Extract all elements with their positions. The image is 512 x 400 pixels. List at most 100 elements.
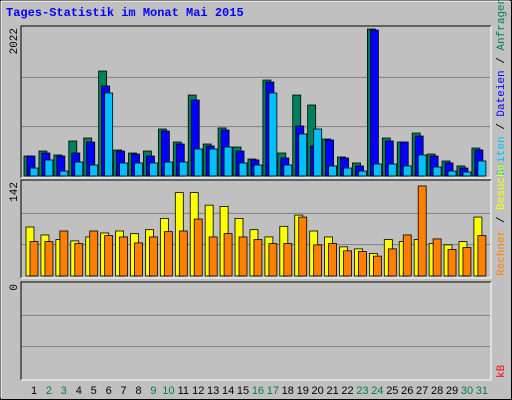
bar (298, 216, 308, 277)
bar (387, 248, 397, 277)
x-tick-label: 24 (371, 385, 383, 397)
bar (447, 249, 457, 277)
bar (89, 230, 99, 277)
x-tick-label: 10 (162, 385, 174, 397)
x-tick-label: 25 (386, 385, 398, 397)
x-tick-label: 23 (356, 385, 368, 397)
bar (238, 236, 248, 277)
bar (104, 92, 114, 177)
bar (163, 161, 173, 177)
x-tick-label: 22 (341, 385, 353, 397)
bar (119, 162, 128, 177)
bar (119, 236, 128, 277)
bar (417, 185, 427, 277)
bar (208, 148, 218, 177)
bar (372, 255, 382, 277)
bar (163, 231, 173, 277)
x-tick-label: 4 (76, 385, 82, 397)
legend-entry: Anfragen (496, 0, 508, 51)
bar (417, 154, 427, 177)
panel-bevel (21, 180, 492, 279)
x-tick-label: 8 (135, 385, 141, 397)
bar (134, 242, 143, 277)
bar (238, 162, 248, 177)
x-tick-label: 11 (178, 385, 189, 397)
bar (387, 163, 397, 177)
x-tick-label: 21 (326, 385, 338, 397)
bar (477, 235, 487, 277)
x-tick-label: 13 (207, 385, 219, 397)
bar (193, 218, 203, 277)
bar (89, 164, 99, 177)
bar (358, 251, 367, 277)
bar (372, 163, 382, 177)
legend-entry: Seiten (496, 136, 508, 176)
bar (402, 234, 412, 277)
bar (358, 170, 367, 177)
bar (283, 164, 293, 177)
x-tick-label: 3 (61, 385, 67, 397)
bar (447, 170, 457, 177)
x-tick-label: 19 (297, 385, 309, 397)
x-tick-label: 27 (416, 385, 428, 397)
bar (462, 247, 472, 277)
x-tick-label: 2 (46, 385, 52, 397)
x-tick-label: 26 (401, 385, 413, 397)
bar (343, 167, 352, 177)
chart-title: Tages-Statistik im Monat Mai 2015 (6, 6, 244, 20)
legend-separator: / (496, 51, 508, 71)
panel-bevel (20, 281, 491, 380)
bar (369, 29, 379, 177)
bar (149, 162, 158, 177)
bar (178, 230, 188, 277)
x-tick-label: 1 (31, 385, 37, 397)
x-tick-label: 17 (267, 385, 279, 397)
bar (462, 171, 472, 177)
bar (313, 128, 323, 177)
bar (178, 161, 188, 177)
bar (313, 244, 323, 277)
legend: Rechner / Besuche (496, 164, 508, 276)
x-tick-label: 5 (91, 385, 97, 397)
x-tick-label: 30 (461, 385, 473, 397)
x-tick-label: 12 (192, 385, 204, 397)
bar (208, 236, 218, 277)
legend-separator: / (496, 210, 508, 230)
y-tick-label: 142 (9, 182, 21, 202)
x-tick-label: 14 (222, 385, 234, 397)
x-tick-label: 31 (476, 385, 488, 397)
bar (223, 233, 233, 277)
bar (59, 230, 69, 277)
bar (193, 148, 203, 177)
bar (328, 165, 338, 177)
bar (298, 133, 308, 177)
x-tick-label: 28 (431, 385, 443, 397)
x-tick-label: 15 (237, 385, 249, 397)
x-tick-label: 9 (150, 385, 156, 397)
x-tick-label: 20 (312, 385, 324, 397)
bar (134, 162, 143, 177)
bar (223, 146, 233, 177)
bar (402, 165, 412, 177)
bar (59, 170, 69, 177)
bar (29, 241, 39, 277)
bar (432, 166, 442, 177)
bar (268, 92, 278, 177)
legend-entry: Rechner (496, 230, 508, 276)
bar (104, 235, 114, 277)
bar (283, 243, 293, 277)
bar (44, 241, 54, 277)
x-tick-label: 6 (106, 385, 112, 397)
bar (268, 243, 278, 277)
legend-entry: Besuche (496, 164, 508, 210)
bar (74, 243, 84, 277)
bar (432, 238, 442, 277)
x-tick-label: 7 (121, 385, 127, 397)
panel-bevel (20, 25, 491, 178)
x-tick-label: 18 (282, 385, 294, 397)
bar (253, 164, 263, 177)
bar (74, 161, 84, 177)
bar (29, 167, 39, 177)
legend-entry: kB (496, 364, 508, 378)
